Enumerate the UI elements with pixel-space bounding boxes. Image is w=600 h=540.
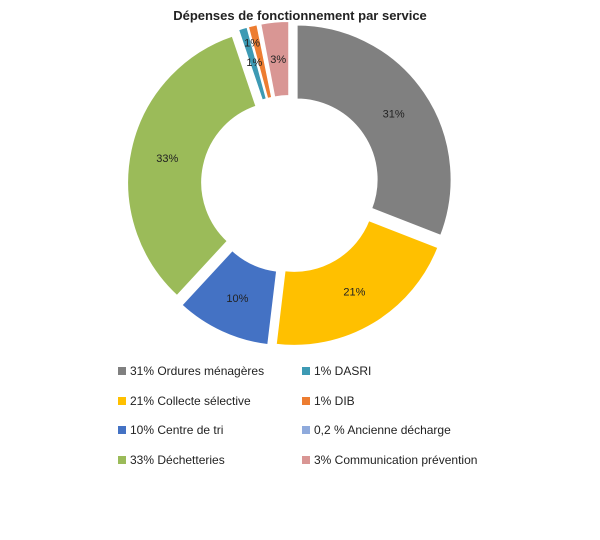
legend-text: 10% Centre de tri bbox=[130, 423, 224, 437]
slice-label: 1% bbox=[246, 57, 262, 69]
legend-text: 3% Communication prévention bbox=[314, 452, 478, 467]
legend-item: 10% Centre de tri bbox=[118, 423, 264, 453]
donut-slice bbox=[274, 218, 440, 347]
legend-text: 1% DASRI bbox=[314, 364, 372, 378]
legend-swatch bbox=[302, 367, 310, 375]
donut-chart: 31% 21% 10% 33% 1% 1% 3% bbox=[126, 20, 453, 347]
chart-title: Dépenses de fonctionnement par service bbox=[173, 8, 427, 23]
legend-text: 31% Ordures ménagères bbox=[130, 364, 265, 378]
slice-label: 10% bbox=[226, 293, 248, 305]
legend-swatch bbox=[118, 426, 126, 434]
legend-item: 31% Ordures ménagères bbox=[118, 364, 264, 394]
legend-text: 0,2 % Ancienne décharge bbox=[314, 423, 451, 437]
donut-slice bbox=[259, 20, 291, 99]
legend-column-left: 31% Ordures ménagères 21% Collecte sélec… bbox=[118, 364, 264, 482]
legend-item: 21% Collecte sélective bbox=[118, 394, 264, 424]
legend-swatch bbox=[118, 455, 126, 464]
slice-label: 1% bbox=[244, 37, 260, 49]
legend-item: 1% DIB bbox=[302, 394, 477, 424]
legend-item: 0,2 % Ancienne décharge bbox=[302, 423, 477, 453]
slice-label: 31% bbox=[383, 108, 405, 120]
legend-swatch bbox=[302, 426, 310, 434]
legend-item: 1% DASRI bbox=[302, 364, 477, 394]
donut-slice bbox=[126, 34, 258, 298]
legend-column-right: 1% DASRI 1% DIB 0,2 % Ancienne décharge … bbox=[302, 364, 477, 482]
legend-item: 3% Communication prévention bbox=[302, 453, 477, 483]
slice-label: 21% bbox=[343, 287, 365, 299]
donut-slice bbox=[180, 248, 279, 347]
slice-label: 33% bbox=[156, 153, 178, 165]
legend-swatch bbox=[118, 396, 126, 405]
legend-swatch bbox=[302, 455, 310, 464]
donut-slice bbox=[295, 23, 453, 238]
legend-text: 33% Déchetteries bbox=[130, 452, 225, 467]
legend-text: 21% Collecte sélective bbox=[130, 393, 251, 408]
legend-swatch bbox=[118, 367, 126, 375]
legend-item: 33% Déchetteries bbox=[118, 453, 264, 483]
legend-text: 1% DIB bbox=[314, 393, 355, 408]
slice-label: 3% bbox=[270, 54, 286, 66]
legend-swatch bbox=[302, 396, 310, 405]
